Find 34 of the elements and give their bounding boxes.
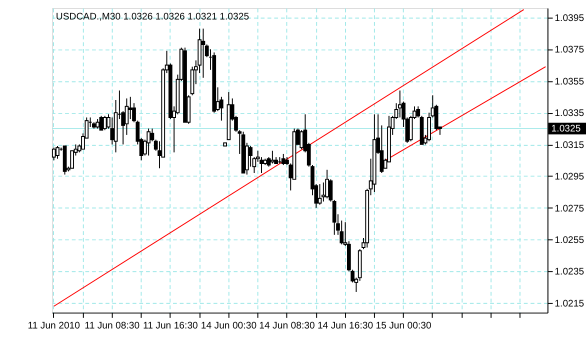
y-tick-label: 1.0275 xyxy=(554,203,584,214)
candlestick xyxy=(102,115,107,131)
y-tick-label: 1.0315 xyxy=(554,140,584,151)
y-tick-label: 1.0355 xyxy=(554,76,584,88)
chart-title: USDCAD.,M30 1.0326 1.0326 1.0321 1.0325 xyxy=(56,12,250,23)
x-tick-label: 11 Jun 08:30 xyxy=(84,320,140,332)
candlestick xyxy=(398,90,402,118)
y-tick-label: 1.0375 xyxy=(554,44,584,56)
candlestick xyxy=(281,153,286,166)
candlestick xyxy=(99,115,104,131)
candlestick xyxy=(201,28,206,78)
candlestick xyxy=(146,128,151,156)
y-tick-label: 1.0235 xyxy=(554,266,584,278)
candlestick xyxy=(300,130,304,150)
x-tick-label: 14 Jun 08:30 xyxy=(259,320,315,332)
candlestick xyxy=(96,118,100,130)
candlestick xyxy=(248,146,252,168)
x-tick-label: 11 Jun 2010 xyxy=(28,320,80,332)
candlestick xyxy=(321,182,326,202)
candlestick xyxy=(270,150,274,164)
x-tick-label: 14 Jun 16:30 xyxy=(317,320,374,332)
candlestick xyxy=(325,169,329,199)
y-tick-label: 1.0295 xyxy=(554,172,584,183)
ref-line-label: 1.0325 xyxy=(551,123,581,134)
candlestick xyxy=(318,184,322,206)
candlestick xyxy=(52,147,56,161)
x-tick-label: 15 Jun 00:30 xyxy=(376,320,432,332)
y-tick-label: 1.0395 xyxy=(554,12,584,24)
y-tick-label: 1.0215 xyxy=(554,298,584,310)
candlestick xyxy=(56,146,60,160)
y-tick-label: 1.0335 xyxy=(554,108,584,120)
x-tick-label: 14 Jun 00:30 xyxy=(200,320,257,332)
y-tick-label: 1.0255 xyxy=(554,234,584,246)
x-tick-label: 11 Jun 16:30 xyxy=(142,320,198,332)
